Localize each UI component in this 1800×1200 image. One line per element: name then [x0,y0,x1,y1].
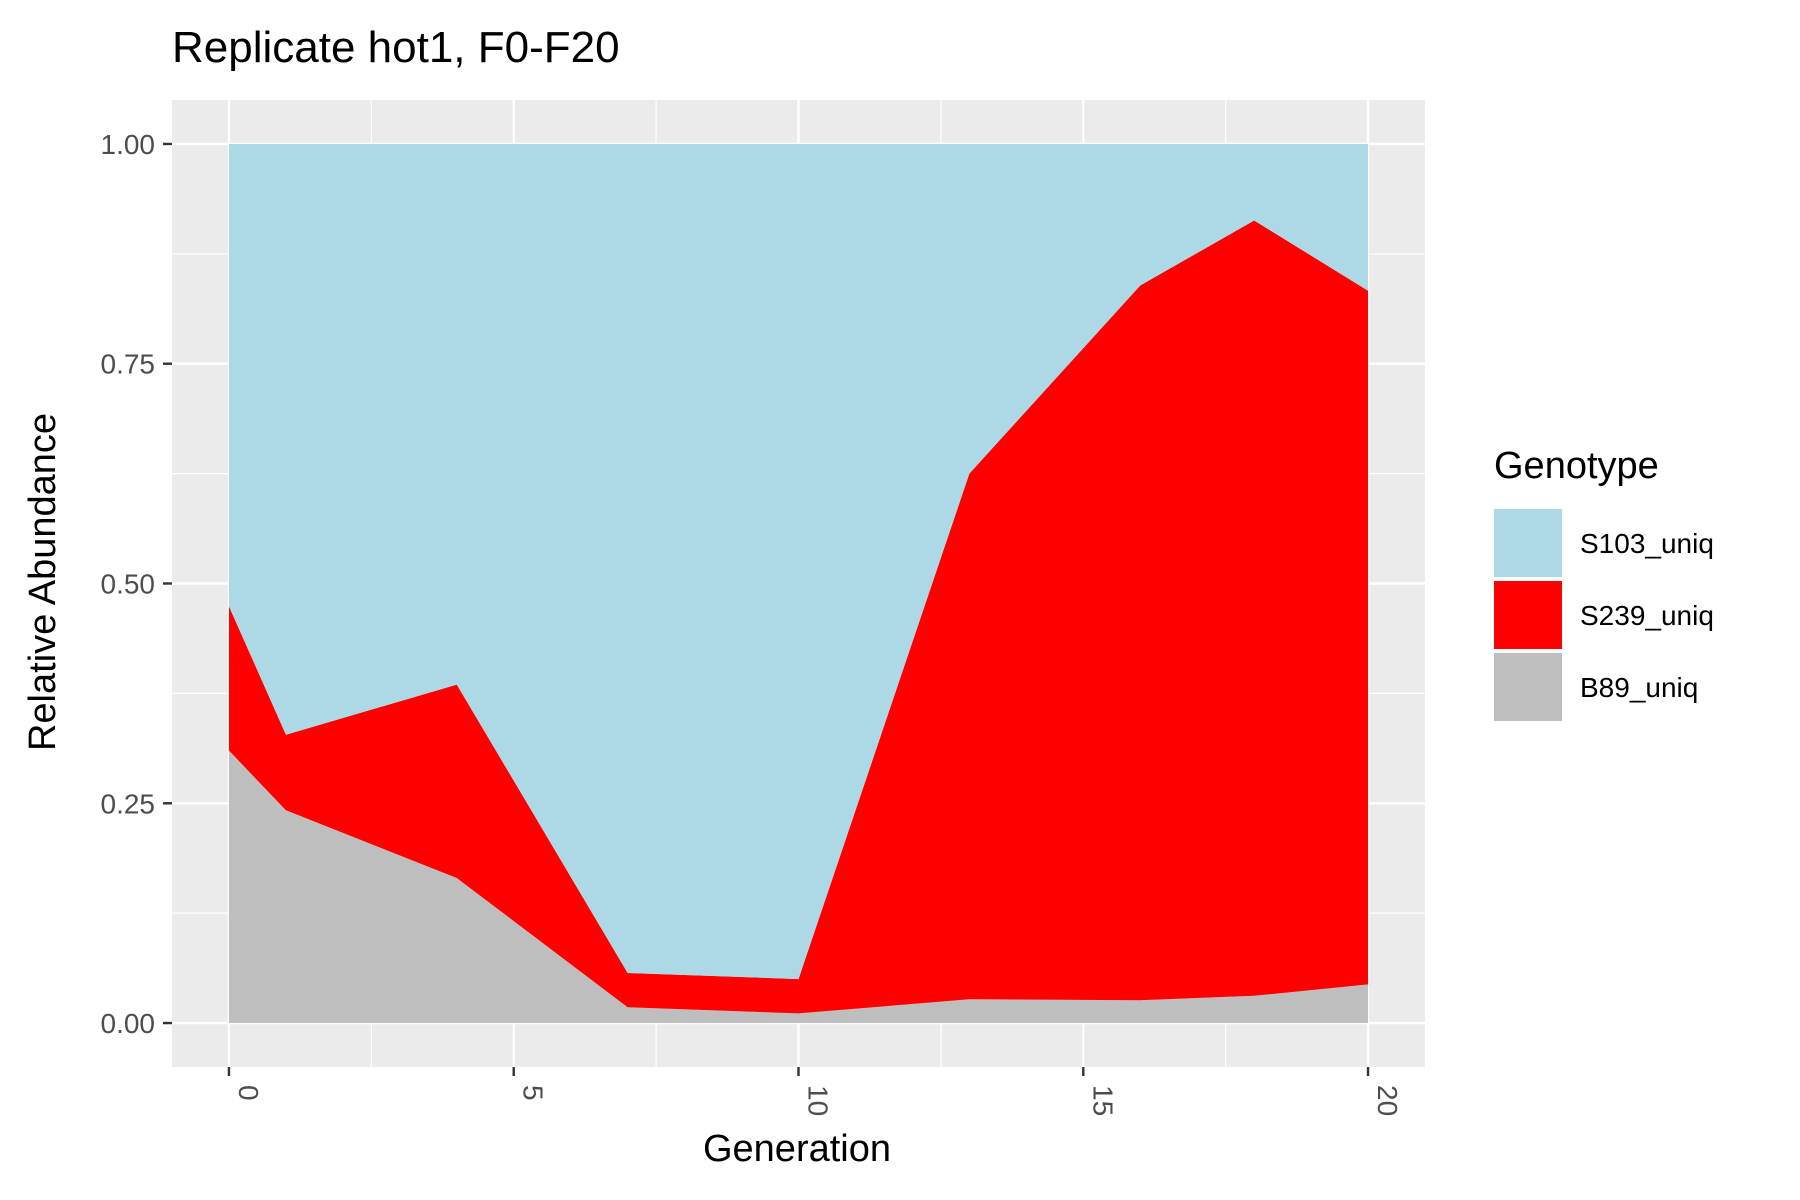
legend-key-B89_uniq [1492,651,1564,723]
x-axis-title: Generation [703,1128,891,1170]
y-tick-label: 0.00 [101,1008,156,1039]
y-tick-label: 1.00 [101,129,156,160]
area-S103_uniq [228,143,1369,980]
x-axis: 0 5 10 15 20 [227,1067,1403,1116]
x-tick-label: 5 [518,1085,549,1101]
y-axis-title: Relative Abundance [22,413,64,751]
area-S239_uniq [228,220,1369,1014]
y-tick-label: 0.75 [101,349,156,380]
legend-title: Genotype [1494,445,1659,487]
legend-key-S103_uniq [1492,507,1564,579]
legend: Genotype S103_uniq S239_uniq B89_uniq [1492,445,1714,723]
y-axis: 0.00 0.25 0.50 0.75 1.00 [101,129,172,1039]
legend-label: S239_uniq [1580,600,1714,631]
x-tick-label: 15 [1087,1085,1118,1116]
area-B89_uniq [228,750,1369,1024]
stacked-areas [228,143,1369,1024]
y-tick-label: 0.25 [101,788,156,819]
y-tick-label: 0.50 [101,569,156,600]
x-tick-label: 0 [233,1085,264,1101]
legend-label: B89_uniq [1580,672,1698,703]
chart-title: Replicate hot1, F0-F20 [172,23,620,72]
x-tick-label: 10 [803,1085,834,1116]
x-tick-label: 20 [1372,1085,1403,1116]
legend-label: S103_uniq [1580,528,1714,559]
legend-key-S239_uniq [1492,579,1564,651]
